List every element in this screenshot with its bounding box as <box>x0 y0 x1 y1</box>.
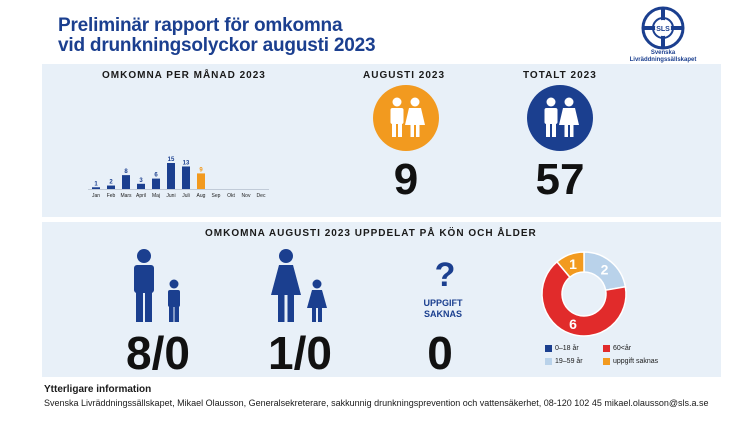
monthly-bar-chart: 1 Jan 2 Feb 8 Mars 3 April 6 Maj 15 Juni 13 Juli 9 Aug S… <box>88 157 269 199</box>
bar-aug <box>197 173 205 189</box>
footer-title: Ytterligare information <box>44 384 152 395</box>
logo-text-line-1: Svenska <box>650 50 676 56</box>
unknown-label: UPPGIFT SAKNAS <box>404 298 482 320</box>
bar-value-label: 6 <box>154 173 158 179</box>
title-line-2: vid drunkningsolyckor augusti 2023 <box>58 35 376 56</box>
couple-icon <box>390 97 425 137</box>
logo-letters: SLS <box>656 26 670 33</box>
legend-swatch <box>545 358 552 365</box>
bar-value-label: 13 <box>183 160 190 166</box>
donut-slice <box>541 260 627 337</box>
legend-item: uppgift saknas <box>603 358 658 365</box>
bar-value-label: 8 <box>124 169 128 175</box>
month-tick-label: Okt <box>227 193 235 199</box>
unknown-label-line-2: SAKNAS <box>423 309 462 319</box>
total-heading: TOTALT 2023 <box>523 70 597 81</box>
legend-label: 0–18 år <box>555 345 579 352</box>
donut-slice-label: 6 <box>569 316 577 332</box>
year-total: 57 <box>535 155 585 204</box>
bar-april <box>137 183 145 189</box>
bar-value-label: 3 <box>139 178 143 184</box>
bar-jan <box>92 187 100 189</box>
month-tick-label: Dec <box>257 193 266 199</box>
month-tick-label: Juli <box>182 193 190 199</box>
bar-value-label: 2 <box>109 180 113 186</box>
legend-swatch <box>603 358 610 365</box>
august-heading: AUGUSTI 2023 <box>363 70 446 81</box>
unknown-count: 0 <box>427 327 453 379</box>
month-tick-label: April <box>136 193 146 199</box>
total-circle <box>527 85 593 151</box>
legend-label: 60<år <box>613 345 632 352</box>
woman-and-girl-icon <box>271 249 327 322</box>
legend-label: 19–59 år <box>555 358 583 365</box>
lifebuoy-icon: SLS <box>641 6 685 50</box>
month-tick-label: Mars <box>120 193 132 199</box>
footer-contact: Svenska Livräddningssällskapet, Mikael O… <box>44 398 709 408</box>
legend-label: uppgift saknas <box>613 358 659 365</box>
couple-icon <box>544 97 579 137</box>
month-tick-label: Feb <box>107 193 116 199</box>
unknown-label-line-1: UPPGIFT <box>423 298 463 308</box>
august-circle <box>373 85 439 151</box>
legend-swatch <box>545 345 552 352</box>
page-title: Preliminär rapport för omkomna vid drunk… <box>58 15 376 56</box>
bar-value-label: 9 <box>199 167 203 173</box>
bar-mars <box>122 175 130 189</box>
bar-feb <box>107 185 115 189</box>
legend-item: 60<år <box>603 345 631 352</box>
bar-value-label: 15 <box>168 157 175 163</box>
month-tick-label: Juni <box>166 193 175 199</box>
men-count: 8/0 <box>126 327 190 379</box>
bar-maj <box>152 178 160 189</box>
bar-value-label: 1 <box>94 181 98 187</box>
age-donut-chart: 2 6 1 <box>541 251 627 337</box>
donut-slice-label: 2 <box>601 261 609 277</box>
legend-item: 0–18 år <box>545 345 579 352</box>
legend-swatch <box>603 345 610 352</box>
month-tick-label: Maj <box>152 193 160 199</box>
legend-item: 19–59 år <box>545 358 583 365</box>
donut-slice <box>555 251 585 279</box>
bar-juni <box>167 163 175 189</box>
women-count: 1/0 <box>268 327 332 379</box>
man-and-boy-icon <box>134 249 180 322</box>
month-tick-label: Jan <box>92 193 100 199</box>
question-mark-icon: ? <box>434 256 456 294</box>
logo-text-line-2: Livräddningssällskapet <box>629 57 697 63</box>
bar-juli <box>182 166 190 189</box>
donut-slice-label: 1 <box>569 256 577 272</box>
august-total: 9 <box>393 155 419 204</box>
month-tick-label: Nov <box>242 193 251 199</box>
month-tick-label: Sep <box>212 193 221 199</box>
title-line-1: Preliminär rapport för omkomna <box>58 15 343 36</box>
month-tick-label: Aug <box>197 193 206 199</box>
sls-logo: SLS Svenska Livräddningssällskapet <box>618 6 708 64</box>
breakdown-heading: OMKOMNA AUGUSTI 2023 UPPDELAT PÅ KÖN OCH… <box>205 228 537 239</box>
monthly-heading: OMKOMNA PER MÅNAD 2023 <box>102 70 266 81</box>
